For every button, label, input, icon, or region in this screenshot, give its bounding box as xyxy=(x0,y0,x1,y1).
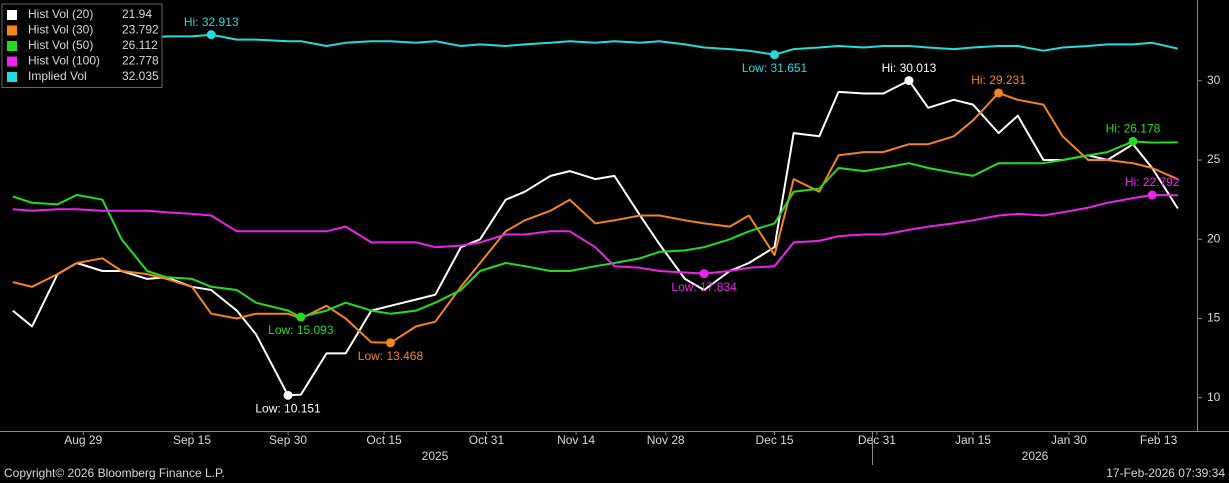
annotation-label: Low: 13.468 xyxy=(358,349,424,363)
x-tick-label: Jan 15 xyxy=(955,433,991,447)
x-tick-label: Nov 14 xyxy=(557,433,595,447)
legend-swatch xyxy=(7,56,17,67)
annotation-dot xyxy=(385,338,395,348)
x-year-label: 2026 xyxy=(1022,449,1049,463)
y-tick-label: 25 xyxy=(1207,152,1221,166)
series-line xyxy=(12,92,1179,344)
annotation-label: Hi: 26.178 xyxy=(1106,122,1161,136)
annotation-label: Hi: 30.013 xyxy=(882,61,937,75)
x-year-label: 2025 xyxy=(422,449,449,463)
annotation-label: Hi: 29.231 xyxy=(971,73,1026,87)
footer-timestamp: 17-Feb-2026 07:39:34 xyxy=(1106,466,1225,480)
legend-value: 21.94 xyxy=(122,7,152,21)
legend-label: Hist Vol (20) xyxy=(28,7,93,21)
legend-label: Hist Vol (100) xyxy=(28,54,100,68)
annotation-dot xyxy=(296,312,306,322)
annotation-dot xyxy=(904,76,914,86)
annotation-label: Hi: 32.913 xyxy=(184,15,239,29)
annotation-label: Hi: 22.792 xyxy=(1125,175,1180,189)
legend-swatch xyxy=(7,72,17,82)
annotation-label: Low: 15.093 xyxy=(268,323,334,337)
annotation-label: Low: 31.651 xyxy=(742,61,808,75)
annotation-dot xyxy=(1128,136,1138,146)
annotation-dot xyxy=(1147,190,1157,200)
annotation-dot xyxy=(770,50,780,60)
x-tick-label: Sep 15 xyxy=(173,433,211,447)
y-tick-label: 10 xyxy=(1207,390,1221,404)
x-tick-label: Nov 28 xyxy=(647,433,685,447)
x-tick-label: Oct 15 xyxy=(366,433,402,447)
legend-label: Implied Vol xyxy=(28,69,87,83)
x-tick-label: Jan 30 xyxy=(1051,433,1087,447)
annotation-dot xyxy=(283,390,293,400)
legend-value: 23.792 xyxy=(122,23,159,37)
y-tick-label: 15 xyxy=(1207,311,1221,325)
annotation-dot xyxy=(994,88,1004,98)
series-line xyxy=(12,79,1179,397)
footer-copyright: Copyright© 2026 Bloomberg Finance L.P. xyxy=(4,466,225,480)
annotation-dot xyxy=(699,269,709,279)
annotation-dot xyxy=(206,30,216,40)
series-line xyxy=(12,33,1179,56)
annotation-label: Low: 17.834 xyxy=(671,280,737,294)
x-tick-label: Dec 31 xyxy=(858,433,896,447)
legend-swatch xyxy=(7,10,17,20)
annotation-label: Low: 10.151 xyxy=(255,402,321,416)
legend-label: Hist Vol (30) xyxy=(28,23,93,37)
legend: Hist Vol (20) 21.94 Hist Vol (30) 23.792 His… xyxy=(1,3,163,88)
x-tick-label: Sep 30 xyxy=(269,433,307,447)
legend-swatch xyxy=(7,41,17,51)
x-tick-label: Aug 29 xyxy=(64,433,102,447)
y-tick-label: 30 xyxy=(1207,73,1221,87)
legend-swatch xyxy=(7,25,17,36)
x-tick-label: Oct 31 xyxy=(469,433,505,447)
legend-value: 26.112 xyxy=(122,38,158,52)
legend-value: 22.778 xyxy=(122,54,159,68)
x-tick-label: Dec 15 xyxy=(756,433,794,447)
legend-label: Hist Vol (50) xyxy=(28,38,93,52)
y-tick-label: 20 xyxy=(1207,231,1221,245)
x-tick-label: Feb 13 xyxy=(1140,433,1178,447)
series-line xyxy=(12,194,1178,275)
legend-box xyxy=(1,3,163,88)
legend-value: 32.035 xyxy=(122,69,159,83)
series-line xyxy=(12,140,1178,318)
